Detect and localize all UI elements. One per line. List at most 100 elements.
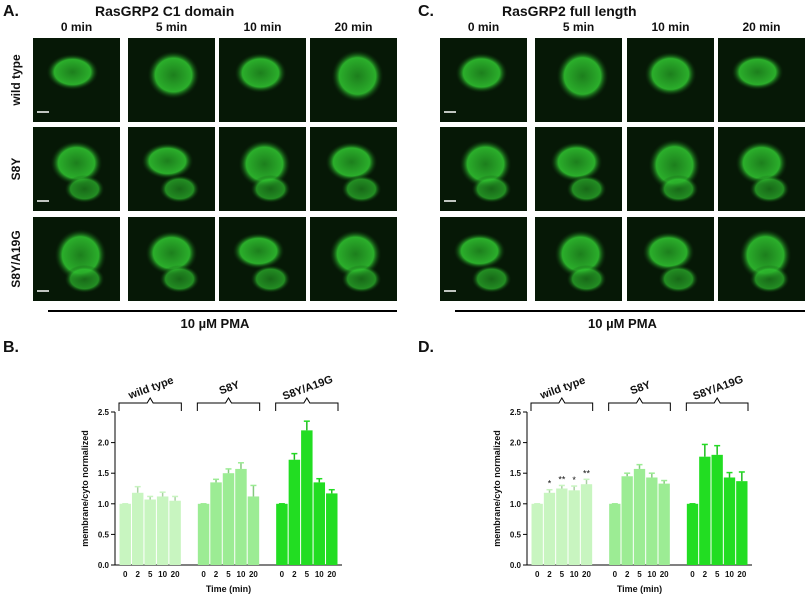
bar [222, 473, 235, 565]
cell [250, 175, 291, 203]
cell [556, 50, 609, 102]
cell [50, 141, 103, 185]
group-bracket [275, 397, 339, 411]
group-label: S8Y [218, 379, 242, 398]
x-tick-label: 10 [315, 570, 324, 579]
x-axis-label: Time (min) [617, 584, 662, 594]
x-tick-label: 0 [535, 570, 540, 579]
cell [341, 265, 382, 293]
bar [556, 488, 568, 565]
x-tick-label: 20 [582, 570, 591, 579]
panel-title: RasGRP2 full length [502, 3, 637, 19]
cell [64, 265, 105, 293]
x-tick-label: 0 [201, 570, 206, 579]
group-label: S8Y/A19G [691, 374, 745, 403]
time-header: 5 min [156, 20, 187, 34]
group-bracket [685, 397, 749, 411]
cell [325, 142, 378, 182]
x-tick-label: 2 [292, 570, 297, 579]
row-label: wild type [9, 54, 23, 107]
group-bracket [530, 397, 594, 411]
row-label: S8Y/A19G [9, 230, 23, 287]
significance: ** [558, 474, 566, 484]
cell [232, 233, 285, 269]
bar [119, 503, 131, 565]
cell [250, 265, 291, 293]
cell [749, 175, 790, 203]
time-header: 10 min [651, 20, 689, 34]
x-tick-label: 5 [637, 570, 642, 579]
bar [711, 454, 723, 565]
cell [566, 175, 607, 203]
cell [147, 51, 200, 99]
bar [169, 500, 181, 565]
time-header: 20 min [742, 20, 780, 34]
x-tick-label: 20 [660, 570, 669, 579]
x-tick-label: 10 [158, 570, 167, 579]
row-label: S8Y [9, 158, 23, 181]
x-tick-label: 20 [327, 570, 336, 579]
x-tick-label: 2 [547, 570, 552, 579]
significance: * [548, 479, 552, 489]
y-tick-label: 2.5 [510, 408, 522, 417]
panel-label: C. [418, 3, 434, 20]
bar [580, 484, 593, 565]
y-tick-label: 0.5 [98, 530, 110, 539]
cell [453, 233, 506, 269]
significance: ** [583, 468, 591, 478]
bar [210, 482, 222, 565]
cell [159, 265, 200, 293]
x-tick-label: 0 [280, 570, 285, 579]
bar [313, 482, 326, 565]
bar [658, 483, 670, 565]
y-axis-label: membrane/cyto normalized [492, 430, 502, 547]
y-tick-label: 1.0 [98, 500, 110, 509]
x-tick-label: 0 [690, 570, 695, 579]
y-tick-label: 2.0 [510, 439, 522, 448]
cell [159, 175, 200, 203]
bar [326, 493, 338, 565]
x-tick-label: 5 [305, 570, 310, 579]
bar [543, 492, 556, 565]
x-tick-label: 20 [171, 570, 180, 579]
y-axis-label: membrane/cyto normalized [80, 430, 90, 547]
cell [331, 50, 384, 102]
bar [276, 503, 288, 565]
y-tick-label: 1.5 [98, 469, 110, 478]
group-label: S8Y/A19G [281, 374, 335, 403]
bar [531, 503, 543, 565]
time-header: 0 min [468, 20, 499, 34]
time-header: 5 min [563, 20, 594, 34]
x-tick-label: 0 [123, 570, 128, 579]
bar [699, 456, 711, 565]
bar [568, 490, 580, 565]
y-tick-label: 1.0 [510, 500, 522, 509]
x-tick-label: 10 [570, 570, 579, 579]
bar [235, 468, 247, 565]
cell [471, 265, 512, 293]
treatment-label: 10 µM PMA [588, 316, 658, 331]
cell [658, 175, 699, 203]
bar [686, 503, 699, 565]
bar [633, 468, 646, 565]
cell [735, 141, 788, 185]
cell [749, 265, 790, 293]
bar [247, 496, 260, 565]
bar [723, 477, 736, 565]
panel-title: RasGRP2 C1 domain [95, 3, 234, 19]
x-tick-label: 10 [647, 570, 656, 579]
cell [566, 265, 607, 293]
cell [141, 143, 194, 179]
cell [644, 52, 697, 96]
x-tick-label: 10 [725, 570, 734, 579]
x-tick-label: 2 [625, 570, 630, 579]
y-tick-label: 0.5 [510, 530, 522, 539]
cell [234, 53, 287, 93]
y-tick-label: 0.0 [98, 561, 110, 570]
cell [64, 175, 105, 203]
group-label: S8Y [629, 379, 653, 398]
cell [731, 54, 784, 90]
bar [144, 499, 156, 565]
x-tick-label: 5 [715, 570, 720, 579]
